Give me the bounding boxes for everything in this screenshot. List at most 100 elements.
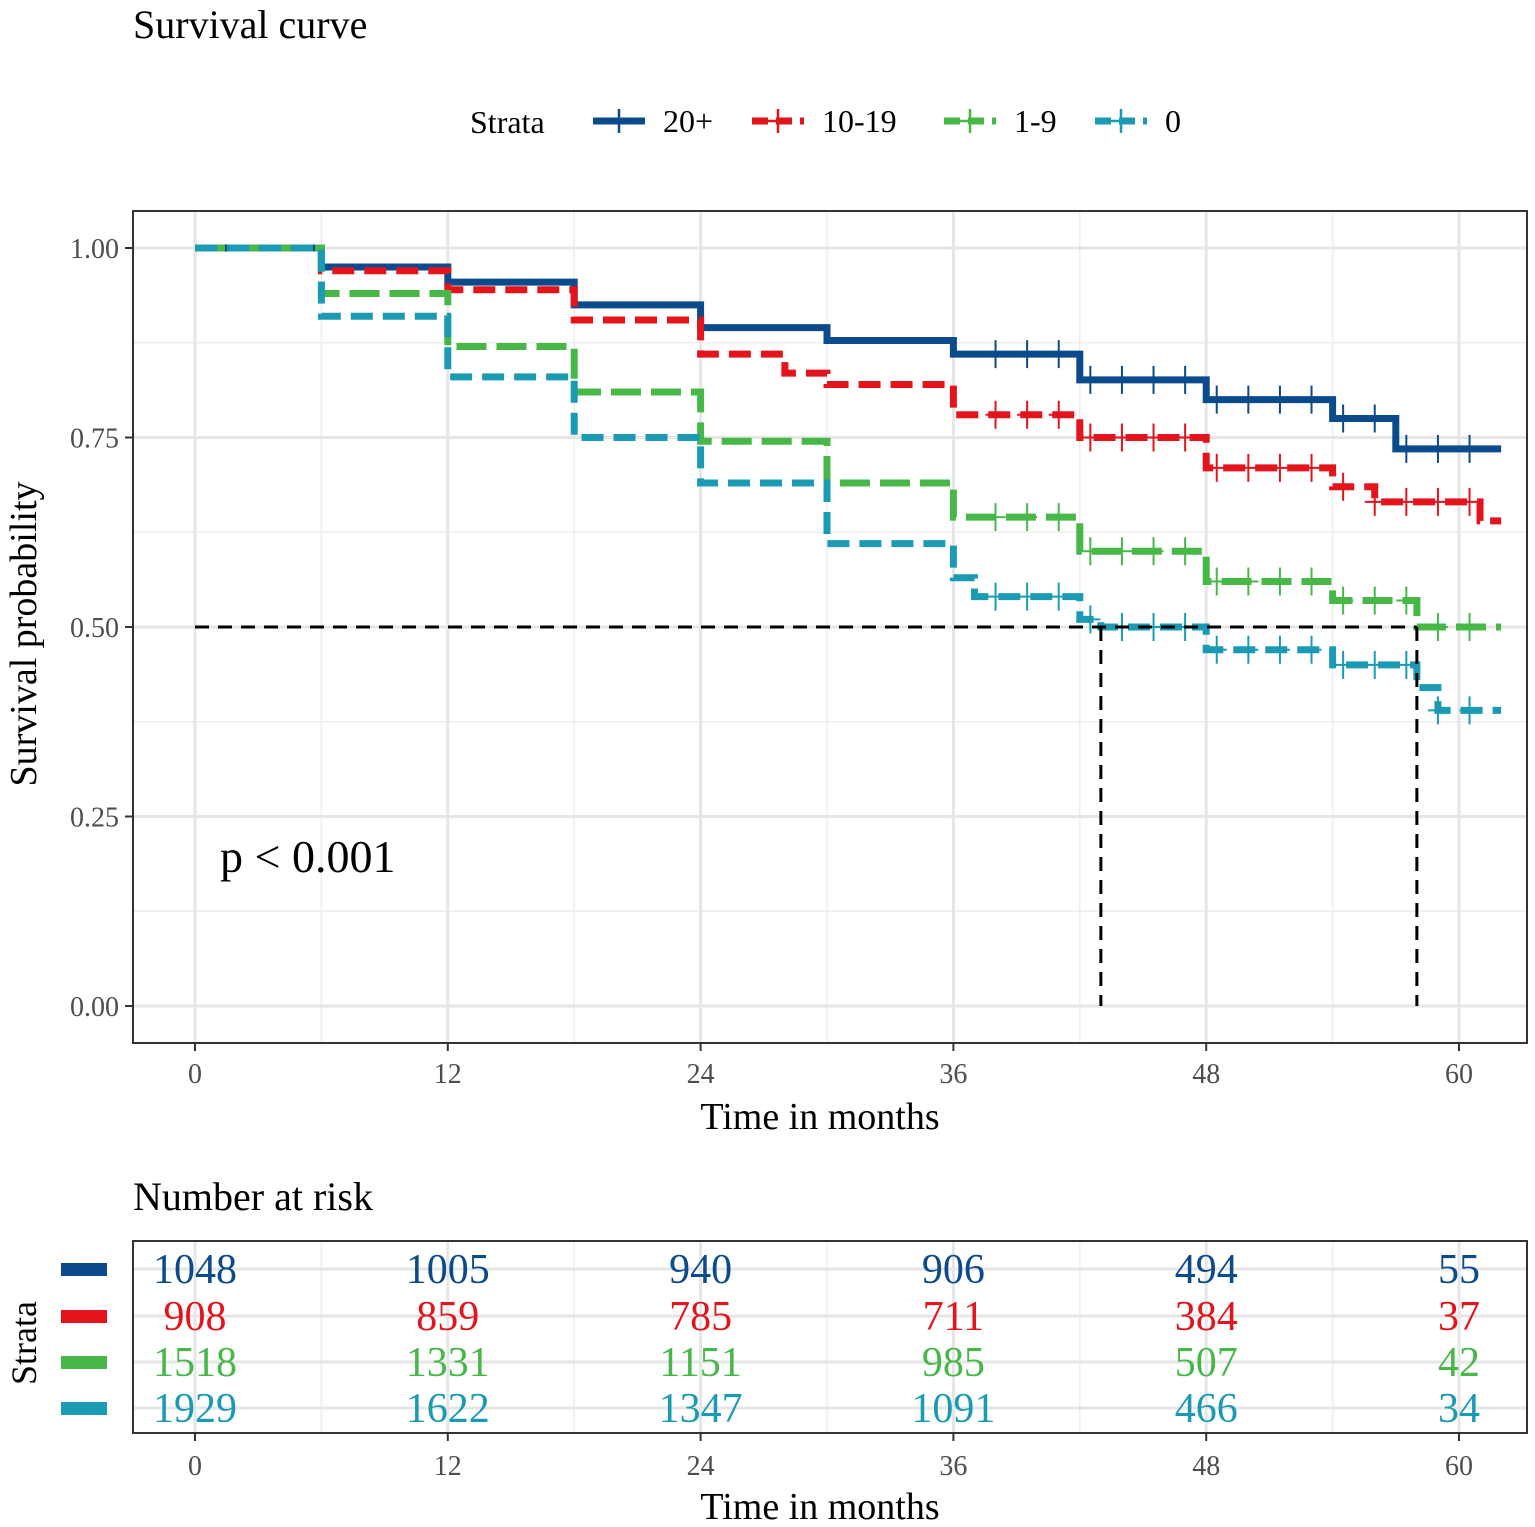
x-tick-label: 0 xyxy=(188,1059,202,1090)
censor-mark xyxy=(1396,650,1417,679)
censor-mark xyxy=(1301,635,1322,664)
censor-mark xyxy=(1017,400,1038,429)
risk-count: 1331 xyxy=(406,1340,490,1386)
survival-curve-20+ xyxy=(195,244,1502,453)
censor-mark xyxy=(1301,567,1322,596)
risk-table-y-label: Strata xyxy=(4,1301,44,1385)
risk-count: 37 xyxy=(1438,1294,1480,1340)
risk-count: 1151 xyxy=(659,1340,741,1386)
censor-mark xyxy=(1080,605,1101,634)
censor-mark xyxy=(1333,404,1354,433)
legend-label: 10-19 xyxy=(822,103,897,139)
x-tick-label: 36 xyxy=(939,1059,967,1090)
risk-count: 55 xyxy=(1438,1247,1480,1293)
censor-mark xyxy=(1048,503,1069,532)
risk-table-x-label: Time in months xyxy=(700,1486,939,1527)
censor-mark xyxy=(1143,423,1164,452)
legend: Strata 20+ 10-19 1-9 0 xyxy=(470,103,1181,140)
risk-count: 711 xyxy=(923,1294,984,1340)
y-axis-label: Survival probability xyxy=(3,481,45,786)
censor-mark xyxy=(1364,404,1385,433)
risk-count: 384 xyxy=(1175,1294,1238,1340)
censor-mark xyxy=(1427,434,1448,463)
censor-mark xyxy=(1017,340,1038,369)
censor-mark xyxy=(1206,385,1227,414)
censor-mark xyxy=(985,400,1006,429)
legend-label: 20+ xyxy=(663,103,713,139)
risk-row-key-1-9 xyxy=(61,1356,107,1369)
risk-count: 1048 xyxy=(153,1247,237,1293)
legend-key-cross xyxy=(960,109,980,133)
risk-count: 1347 xyxy=(659,1386,743,1432)
censor-mark xyxy=(1269,635,1290,664)
risk-count: 906 xyxy=(922,1247,985,1293)
risk-count: 1518 xyxy=(153,1340,237,1386)
censor-mark xyxy=(1017,582,1038,611)
censor-mark xyxy=(1269,567,1290,596)
table-x-tick-label: 48 xyxy=(1192,1451,1220,1482)
censor-mark xyxy=(1111,365,1132,394)
chart-title: Survival curve xyxy=(133,2,367,47)
censor-mark xyxy=(985,582,1006,611)
risk-row-key-10-19 xyxy=(61,1310,107,1323)
x-tick-label: 60 xyxy=(1445,1059,1473,1090)
table-x-tick-label: 0 xyxy=(188,1451,202,1482)
censor-mark xyxy=(1427,487,1448,516)
censor-mark xyxy=(1333,472,1354,501)
risk-row-key-20+ xyxy=(61,1263,107,1276)
table-x-tick-label: 36 xyxy=(939,1451,967,1482)
legend-key-cross xyxy=(768,109,788,133)
risk-count: 859 xyxy=(416,1294,479,1340)
censor-mark xyxy=(1301,453,1322,482)
censor-mark xyxy=(1333,650,1354,679)
censor-mark xyxy=(1080,365,1101,394)
x-tick-label: 12 xyxy=(434,1059,462,1090)
risk-count: 985 xyxy=(922,1340,985,1386)
censor-mark xyxy=(1111,537,1132,566)
risk-count: 1005 xyxy=(406,1247,490,1293)
risk-count: 1622 xyxy=(406,1386,490,1432)
legend-title: Strata xyxy=(470,104,545,140)
censor-mark xyxy=(1143,365,1164,394)
risk-table-title: Number at risk xyxy=(133,1174,373,1219)
censor-mark xyxy=(1206,567,1227,596)
censor-mark xyxy=(1206,453,1227,482)
censor-mark xyxy=(1175,537,1196,566)
censor-mark xyxy=(1048,582,1069,611)
censor-mark xyxy=(1175,423,1196,452)
y-tick-label: 0.00 xyxy=(70,992,119,1023)
censor-mark xyxy=(1459,613,1480,641)
censor-mark xyxy=(1427,613,1448,641)
censor-mark xyxy=(1238,385,1259,414)
table-x-tick-label: 60 xyxy=(1445,1451,1473,1482)
risk-count: 507 xyxy=(1175,1340,1238,1386)
legend-key-cross xyxy=(609,109,629,133)
censor-mark xyxy=(1175,365,1196,394)
y-tick-label: 0.50 xyxy=(70,613,119,644)
table-x-tick-label: 24 xyxy=(687,1451,715,1482)
censor-mark xyxy=(1017,503,1038,532)
risk-count: 785 xyxy=(669,1294,732,1340)
censor-mark xyxy=(1459,696,1480,725)
censor-mark xyxy=(1080,537,1101,566)
censor-mark xyxy=(1143,537,1164,566)
censor-mark xyxy=(1364,650,1385,679)
risk-count: 42 xyxy=(1438,1340,1480,1386)
censor-mark xyxy=(1396,487,1417,516)
x-axis-label: Time in months xyxy=(700,1096,939,1138)
censor-mark xyxy=(1364,586,1385,615)
risk-table-border xyxy=(132,1240,1528,1434)
risk-table-panel xyxy=(133,1241,1527,1433)
risk-count: 1091 xyxy=(911,1386,995,1432)
censor-mark xyxy=(1238,453,1259,482)
risk-count: 494 xyxy=(1175,1247,1238,1293)
y-tick-label: 1.00 xyxy=(70,234,119,265)
censor-mark xyxy=(1333,586,1354,615)
legend-label: 1-9 xyxy=(1014,103,1057,139)
censor-mark xyxy=(1364,487,1385,516)
censor-mark xyxy=(1301,385,1322,414)
x-tick-label: 48 xyxy=(1192,1059,1220,1090)
censor-mark xyxy=(1080,423,1101,452)
censor-mark xyxy=(985,340,1006,369)
